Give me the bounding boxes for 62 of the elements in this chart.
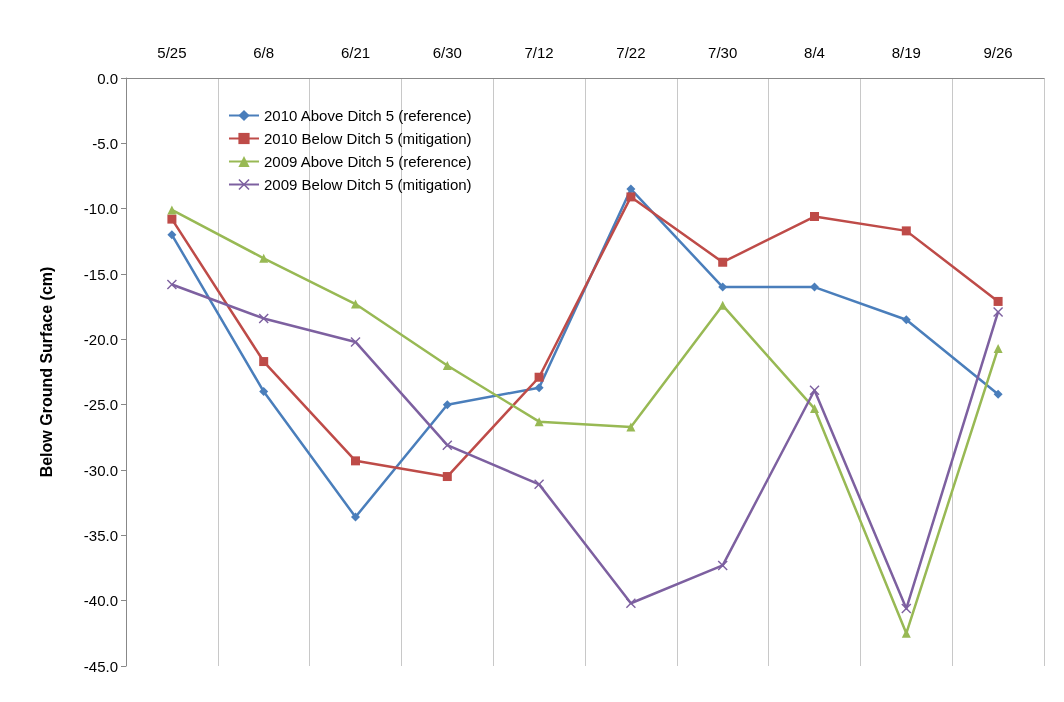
x-tick-label: 6/8 <box>253 44 275 61</box>
point <box>350 336 361 347</box>
legend-label: 2009 Below Ditch 5 (mitigation) <box>264 176 472 193</box>
legend-label: 2009 Above Ditch 5 (reference) <box>264 153 472 170</box>
point <box>810 212 819 222</box>
point <box>901 315 911 325</box>
point <box>351 512 360 522</box>
y-tick-label: -10.0 <box>83 200 118 218</box>
point <box>259 253 269 263</box>
point <box>901 226 911 236</box>
x-tick-label: 9/26 <box>983 44 1013 61</box>
point <box>626 184 636 194</box>
point <box>166 279 177 290</box>
x-tick-label: 8/19 <box>891 44 921 61</box>
x-tick-label: 5/25 <box>157 44 187 61</box>
x-tick-label: 7/12 <box>524 44 554 61</box>
point <box>167 214 177 224</box>
point <box>810 404 819 414</box>
point <box>718 300 728 310</box>
y-tick-label: -45.0 <box>83 657 118 675</box>
point <box>534 383 544 393</box>
point <box>809 385 820 396</box>
point <box>442 360 452 370</box>
point <box>259 357 269 367</box>
point <box>626 192 636 202</box>
x-tick-label: 6/30 <box>432 44 462 61</box>
point <box>718 257 728 267</box>
point <box>167 230 177 240</box>
point <box>351 456 360 466</box>
legend-label: 2010 Above Ditch 5 (reference) <box>264 107 472 124</box>
point <box>442 400 452 410</box>
point <box>993 306 1004 317</box>
y-axis-title: Below Ground Surface (cm) <box>37 266 55 478</box>
legend-label: 2010 Below Ditch 5 (mitigation) <box>264 130 472 147</box>
y-tick-label: -20.0 <box>83 330 118 348</box>
y-tick-label: -25.0 <box>83 396 118 414</box>
point <box>259 387 269 397</box>
point <box>442 472 452 482</box>
point <box>351 299 360 309</box>
x-tick-label: 7/22 <box>616 44 646 61</box>
point <box>625 598 636 609</box>
x-tick-label: 8/4 <box>804 44 825 61</box>
x-tick-label: 7/30 <box>708 44 738 61</box>
point <box>901 603 912 614</box>
point <box>534 417 544 427</box>
y-tick-label: -15.0 <box>83 265 118 283</box>
y-tick-label: -35.0 <box>83 526 118 544</box>
point <box>993 296 1003 306</box>
point <box>901 628 911 638</box>
point <box>534 479 545 490</box>
point <box>993 389 1003 399</box>
point <box>534 372 544 382</box>
point <box>717 560 728 571</box>
y-tick-label: -40.0 <box>83 592 118 610</box>
x-tick-label: 6/21 <box>340 44 371 61</box>
point <box>442 440 453 451</box>
y-tick-label: -5.0 <box>92 134 118 152</box>
point <box>258 313 269 324</box>
y-tick-label: -30.0 <box>83 461 118 479</box>
y-tick-label: 0.0 <box>97 69 118 87</box>
point <box>810 282 819 292</box>
point <box>993 343 1003 353</box>
